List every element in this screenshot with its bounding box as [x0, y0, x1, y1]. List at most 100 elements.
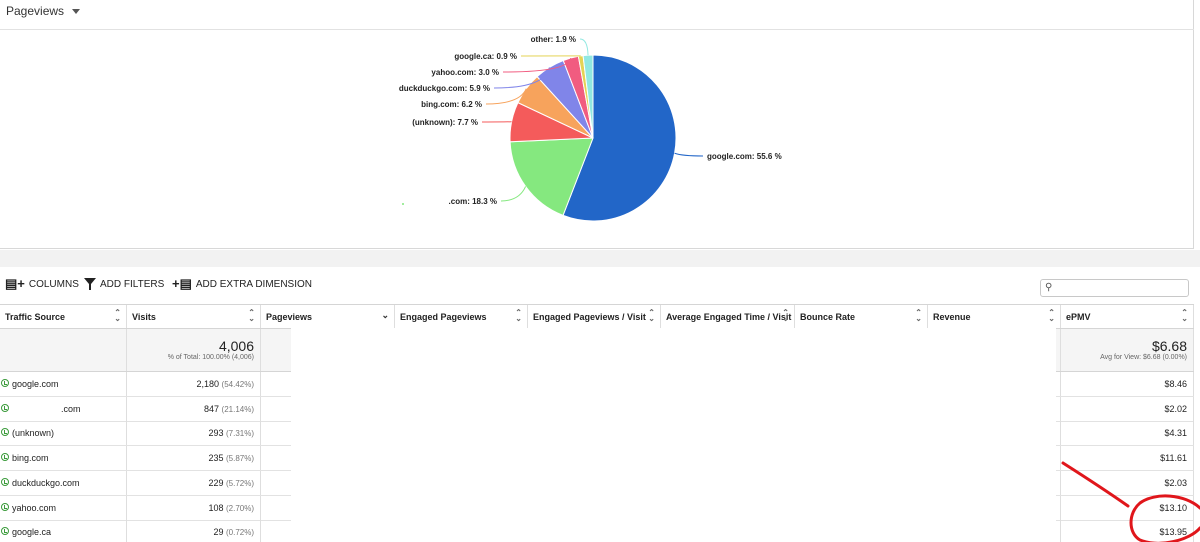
visits-cell: 847 (21.14%) — [127, 396, 261, 421]
visits-value: 2,180 — [196, 379, 220, 389]
visits-percent: (5.87%) — [225, 454, 254, 464]
add-dimension-icon: +▤ — [172, 276, 192, 291]
col-header-visits[interactable]: Visits ⌃ ⌄ — [127, 305, 261, 328]
epmv-value: $13.10 — [1159, 502, 1187, 513]
visits-value: 29 — [213, 527, 224, 538]
clock-icon — [1, 502, 9, 511]
metric-selector[interactable]: Pageviews — [6, 4, 81, 18]
visits-cell: 293 (7.31%) — [127, 421, 261, 446]
pie-slice-com[interactable] — [509, 137, 594, 217]
col-header-pageviews[interactable]: Pageviews ⌄ — [261, 305, 395, 328]
traffic-source-link[interactable]: google.ca — [12, 527, 52, 538]
traffic-source-cell: bing.com — [0, 446, 127, 471]
visits-percent: (54.42%) — [221, 380, 254, 389]
sort-icon: ⌃ ⌄ — [515, 308, 522, 323]
sort-desc-icon: ⌄ — [381, 310, 389, 320]
col-header-engaged-pageviews-visit[interactable]: Engaged Pageviews / Visit ⌃ ⌄ — [528, 305, 661, 328]
epmv-cell: $4.31 — [1061, 421, 1194, 446]
traffic-source-cell: yahoo.com — [0, 495, 127, 520]
metric-selector-label: Pageviews — [6, 4, 65, 18]
pie-connector-line — [579, 38, 589, 56]
pie-slice-label: google.com: 55.6 % — [707, 152, 782, 161]
pie-connector-line — [674, 152, 704, 157]
visits-cell: 229 (5.72%) — [127, 470, 261, 495]
table-header-row: Traffic Source ⌃ ⌄ Visits ⌃ ⌄ Pageviews ⌄ Eng… — [0, 305, 1194, 329]
visits-cell: 108 (2.70%) — [127, 495, 261, 520]
sort-icon: ⌃ ⌄ — [1048, 308, 1055, 323]
search-icon: ⚲ — [1045, 282, 1053, 293]
add-filters-label: ADD FILTERS — [100, 278, 165, 290]
epmv-value: $2.02 — [1164, 403, 1187, 414]
col-header-engaged-pageviews[interactable]: Engaged Pageviews ⌃ ⌄ — [395, 305, 528, 328]
epmv-cell: $13.10 — [1061, 495, 1194, 520]
epmv-cell: $13.95 — [1061, 520, 1194, 542]
pie-slice-label: other: 1.9 % — [531, 35, 576, 44]
sort-icon: ⌃ ⌄ — [915, 308, 922, 323]
epmv-cell: $8.46 — [1061, 372, 1194, 396]
visits-percent: (7.31%) — [225, 429, 254, 439]
visits-cell: 2,180 (54.42%) — [127, 372, 261, 396]
traffic-source-link[interactable]: google.com — [12, 379, 59, 389]
divider — [0, 29, 1194, 30]
sort-icon: ⌃ ⌄ — [1181, 308, 1188, 323]
visits-value: 108 — [208, 502, 224, 513]
pie-slice-label: google.ca: 0.9 % — [454, 52, 517, 61]
epmv-value: $4.31 — [1164, 428, 1187, 439]
visits-cell: 29 (0.72%) — [127, 520, 261, 542]
visits-cell: 235 (5.87%) — [127, 446, 261, 471]
traffic-source-link[interactable]: bing.com — [12, 453, 49, 464]
section-gap — [0, 250, 1200, 267]
clock-icon — [1, 453, 9, 462]
visits-value: 847 — [203, 403, 220, 414]
traffic-source-link[interactable]: yahoo.com — [12, 502, 57, 513]
data-table: Traffic Source ⌃ ⌄ Visits ⌃ ⌄ Pageviews ⌄ Eng… — [0, 304, 1194, 542]
traffic-source-link[interactable]: duckduckgo.com — [12, 477, 80, 488]
pie-slice-label: duckduckgo.com: 5.9 % — [399, 84, 490, 93]
columns-icon: ▤+ — [5, 276, 25, 291]
pie-slice-label: yahoo.com: 3.0 % — [431, 68, 499, 77]
visits-value: 293 — [208, 428, 224, 439]
epmv-value: $8.46 — [1164, 379, 1187, 389]
sort-icon: ⌃ ⌄ — [114, 308, 121, 323]
legend-dot — [402, 203, 404, 205]
traffic-source-link[interactable]: .com — [61, 403, 81, 414]
pie-chart: google.com: 55.6 % .com: 18.3 % (unknown):… — [399, 35, 782, 222]
traffic-source-cell: google.com — [0, 372, 127, 396]
add-filters-button[interactable]: ADD FILTERS — [84, 278, 164, 290]
epmv-value: $11.61 — [1160, 453, 1187, 464]
sort-icon: ⌃ ⌄ — [648, 308, 655, 323]
pie-slice-label: (unknown): 7.7 % — [412, 118, 478, 127]
col-header-revenue[interactable]: Revenue ⌃ ⌄ — [928, 305, 1061, 328]
visits-value: 235 — [208, 453, 224, 464]
pie-connector-line — [502, 57, 572, 73]
epmv-cell: $2.03 — [1061, 470, 1194, 495]
epmv-cell: $11.61 — [1061, 446, 1194, 471]
col-header-traffic-source[interactable]: Traffic Source ⌃ ⌄ — [0, 305, 127, 328]
clock-icon — [1, 403, 9, 412]
total-epmv: $6.68 Avg for View: $6.68 (0.00%) — [1061, 329, 1194, 371]
sort-icon: ⌃ ⌄ — [248, 308, 255, 323]
traffic-source-cell: google.ca — [0, 520, 127, 542]
clock-icon — [1, 379, 9, 387]
col-header-avg-engaged-time[interactable]: Average Engaged Time / Visit ⌃ ⌄ — [661, 305, 795, 328]
traffic-source-cell: duckduckgo.com — [0, 470, 127, 495]
table-search-input[interactable]: ⚲ — [1040, 279, 1189, 297]
col-header-bounce-rate[interactable]: Bounce Rate ⌃ ⌄ — [795, 305, 928, 328]
pie-slice-label: .com: 18.3 % — [449, 197, 497, 206]
traffic-source-cell: (unknown) — [0, 421, 127, 446]
clock-icon — [1, 428, 9, 437]
epmv-value: $13.95 — [1159, 527, 1187, 538]
traffic-source-cell: .com — [0, 396, 127, 421]
pie-slice-google-com[interactable] — [562, 54, 677, 222]
visits-percent: (5.72%) — [225, 478, 254, 488]
col-header-epmv[interactable]: ePMV ⌃ ⌄ — [1061, 305, 1194, 328]
table-toolbar: ▤+ COLUMNS ADD FILTERS +▤ ADD EXTRA DIME… — [0, 273, 1194, 301]
columns-label: COLUMNS — [28, 278, 79, 290]
visits-percent: (21.14%) — [221, 404, 254, 414]
traffic-source-link[interactable]: (unknown) — [12, 428, 55, 439]
sort-icon: ⌃ ⌄ — [782, 308, 789, 323]
add-extra-dimension-button[interactable]: +▤ ADD EXTRA DIMENSION — [172, 276, 312, 291]
columns-button[interactable]: ▤+ COLUMNS — [5, 276, 79, 291]
epmv-cell: $2.02 — [1061, 396, 1194, 421]
